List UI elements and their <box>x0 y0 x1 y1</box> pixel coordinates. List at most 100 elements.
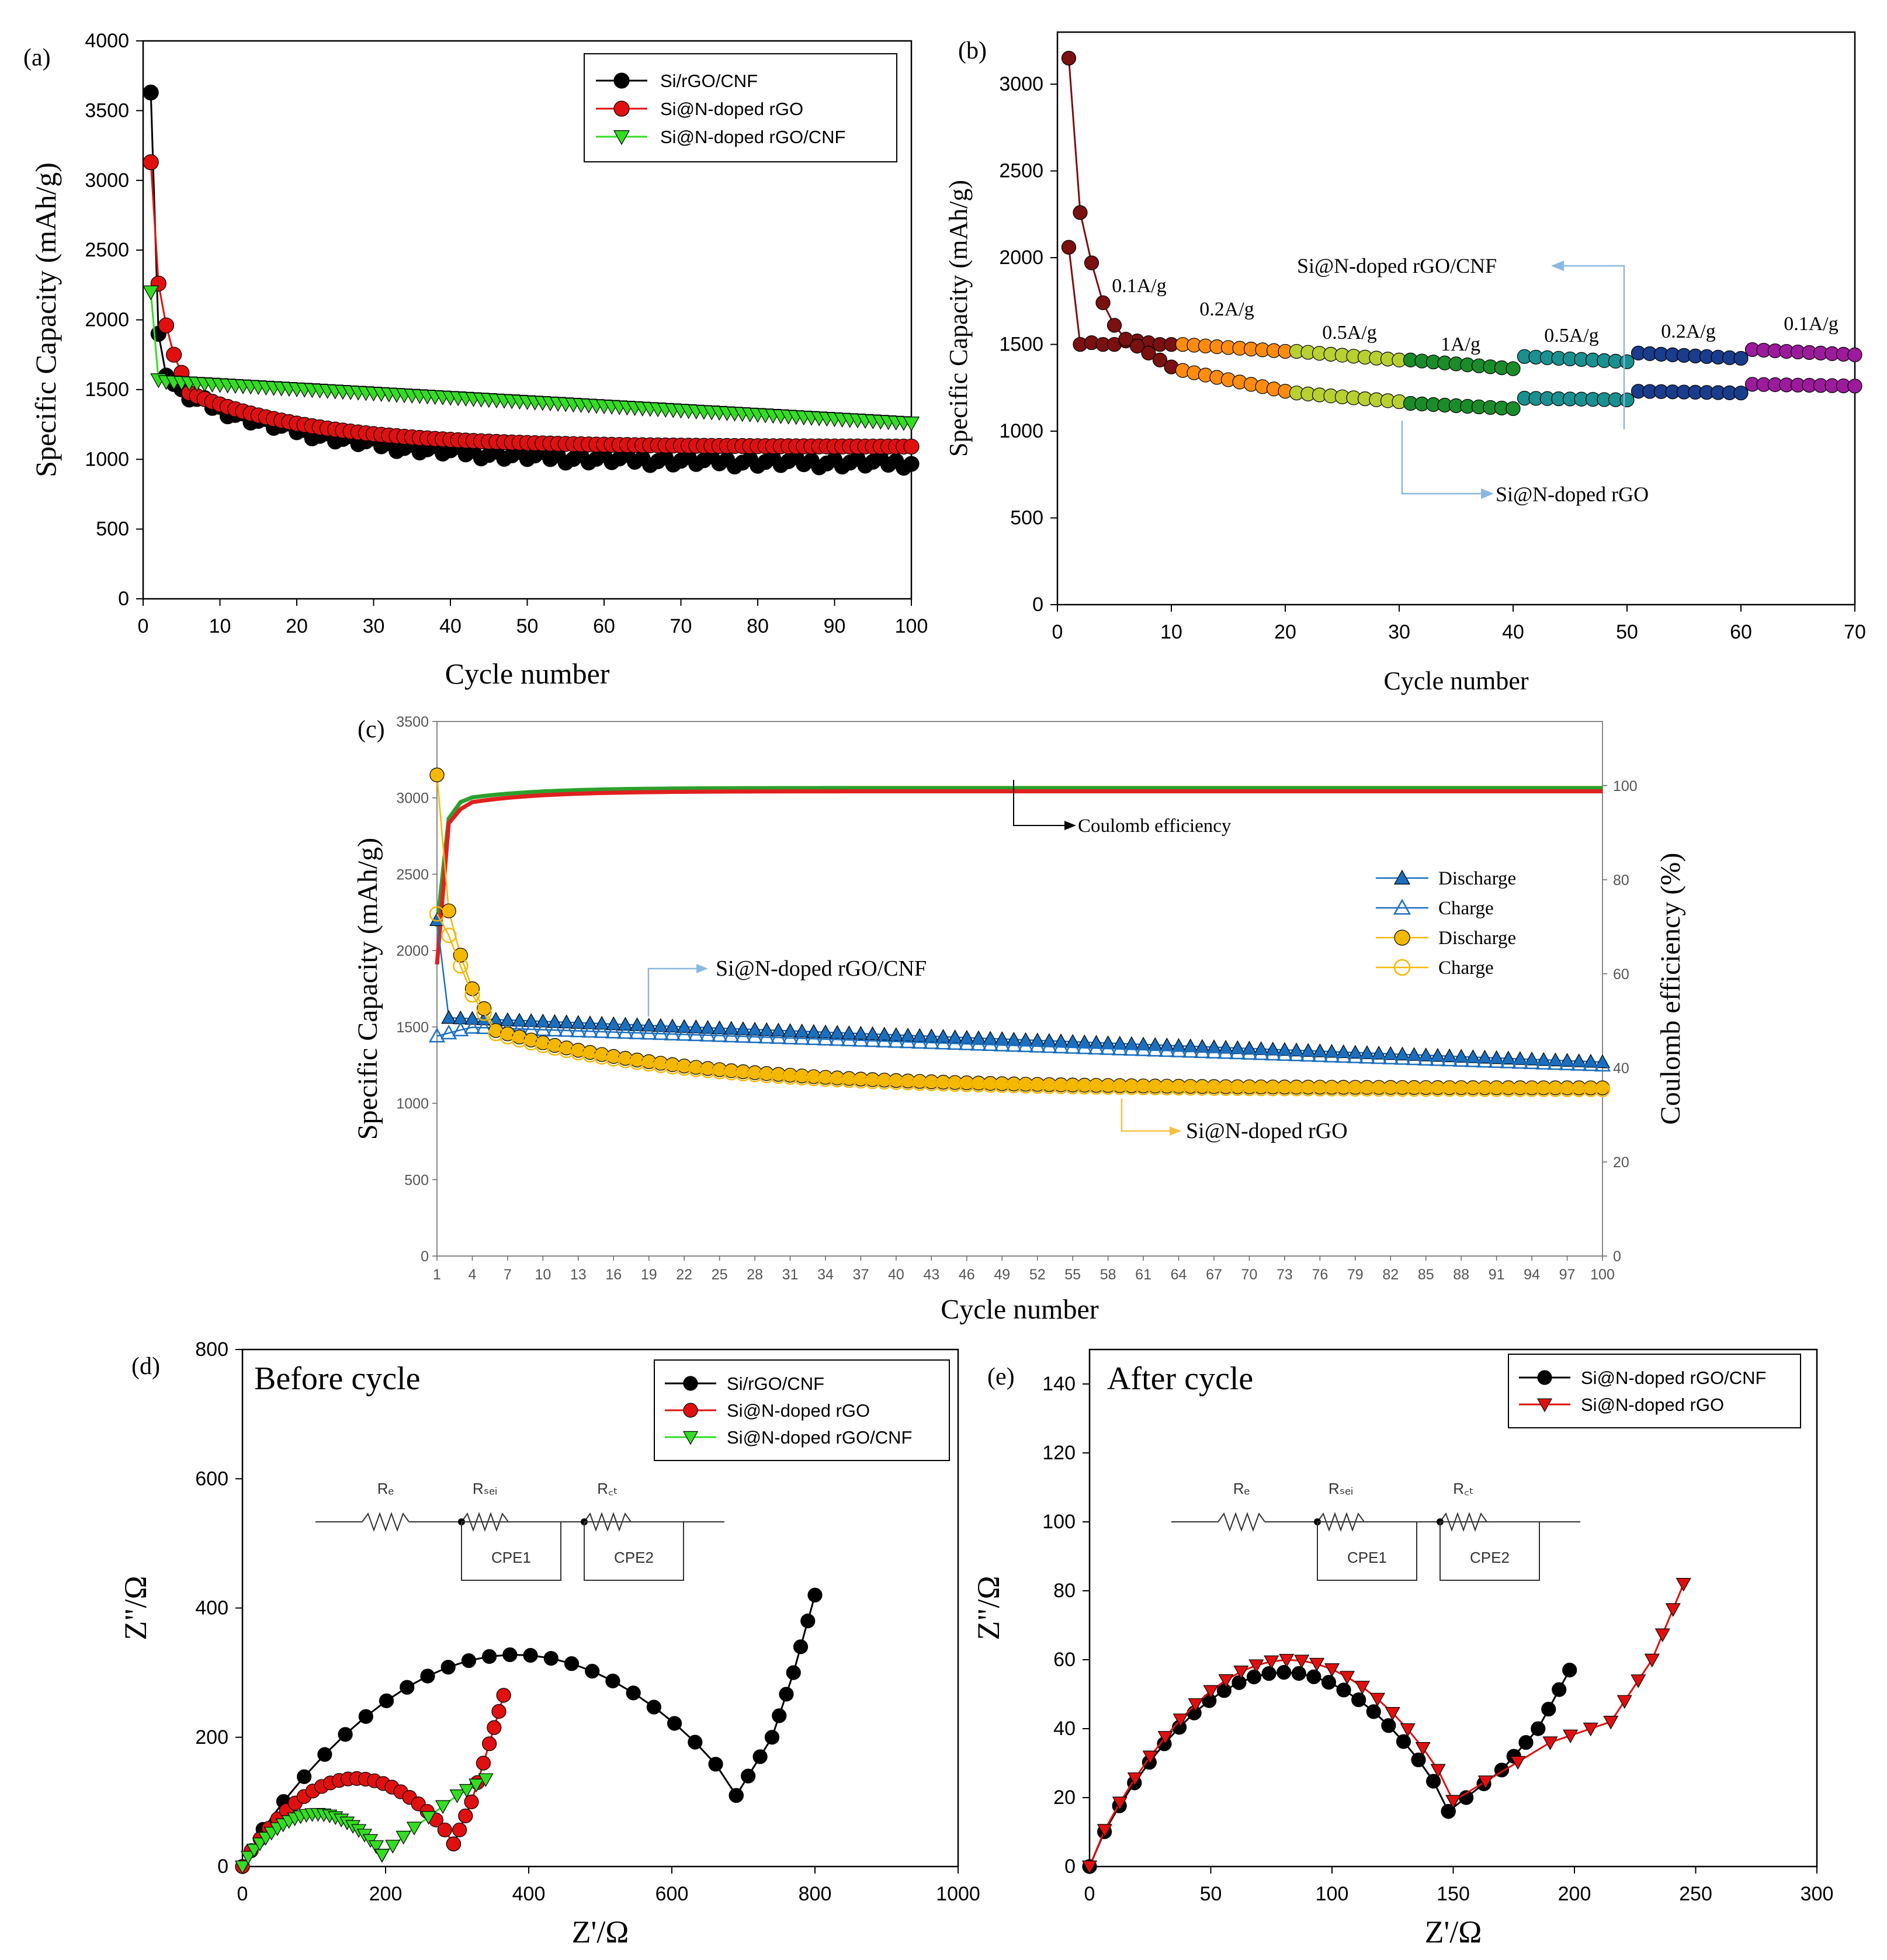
rate-label: 0.5A/g <box>1544 325 1599 346</box>
data-point <box>594 1049 610 1065</box>
data-point <box>1276 1046 1293 1061</box>
data-point <box>449 1789 465 1803</box>
data-point <box>829 1071 845 1088</box>
data-point <box>1118 332 1133 347</box>
data-point <box>500 1012 515 1026</box>
circuit-label: Rₑ <box>377 1480 394 1497</box>
data-point <box>1291 1666 1306 1681</box>
data-point <box>1563 1729 1579 1744</box>
data-point <box>1253 1080 1269 1097</box>
x-tick-label: 79 <box>1347 1267 1364 1283</box>
series-line <box>150 162 912 447</box>
x-tick-label: 400 <box>512 1883 546 1905</box>
data-point <box>1617 1695 1632 1709</box>
data-point <box>605 1673 620 1688</box>
legend: Si@N-doped rGO/CNF Si@N-doped rGO <box>1508 1354 1801 1428</box>
panel-d: 0 200 400 600 800 1000 0 200 400 600 800 (d) Before … <box>118 1338 980 1949</box>
data-point <box>543 1650 559 1666</box>
data-point <box>786 1665 801 1680</box>
resistor-rct <box>584 1512 632 1532</box>
cpe2-box <box>584 1521 684 1581</box>
data-point <box>469 1778 484 1793</box>
data-point <box>1106 318 1122 333</box>
data-point <box>1265 1080 1281 1097</box>
data-point <box>1229 1044 1246 1060</box>
data-point <box>1406 1050 1423 1066</box>
data-point <box>805 1030 822 1045</box>
x-tick-label: 52 <box>1029 1267 1046 1283</box>
annotation-arrow <box>1401 421 1487 495</box>
data-point <box>482 1649 497 1664</box>
data-point <box>629 1054 645 1070</box>
x-tick-label: 55 <box>1064 1267 1081 1283</box>
data-point <box>1218 1674 1234 1688</box>
data-point <box>618 1053 633 1069</box>
data-point <box>374 1848 390 1863</box>
data-point <box>900 1075 916 1091</box>
data-point <box>981 1036 999 1052</box>
data-point <box>582 1015 598 1029</box>
data-point <box>1644 1653 1660 1668</box>
legend-label: Discharge <box>1438 928 1516 949</box>
data-point <box>1394 1050 1411 1065</box>
x-axis-label: Cycle number <box>445 657 610 690</box>
data-point <box>1205 1043 1223 1059</box>
data-point <box>535 1014 551 1028</box>
data-point <box>1400 1723 1416 1737</box>
data-point <box>646 1699 661 1715</box>
data-point <box>1583 1081 1599 1097</box>
data-point <box>758 1028 775 1044</box>
arrowhead <box>1064 821 1076 830</box>
legend-label: Si@N-doped rGO/CNF <box>1581 1368 1766 1388</box>
y-axis-label: Specific Capacity (mAh/g) <box>944 180 973 457</box>
series-line <box>436 920 1603 1063</box>
data-point <box>435 1800 451 1814</box>
data-point <box>234 1860 251 1875</box>
legend-label: Si@N-doped rGO <box>1581 1394 1724 1415</box>
data-point <box>676 1026 693 1041</box>
data-point <box>421 1810 436 1825</box>
data-point <box>464 1011 480 1025</box>
data-point <box>629 1017 645 1031</box>
data-point <box>667 1716 682 1731</box>
data-point <box>1336 1683 1351 1698</box>
data-point <box>1500 1081 1517 1097</box>
data-point <box>143 285 159 300</box>
data-point <box>594 1015 610 1030</box>
x-tick-label: 50 <box>1200 1883 1222 1905</box>
data-point <box>1477 1775 1493 1789</box>
data-point <box>1052 1038 1070 1054</box>
y-tick-label: 200 <box>195 1726 228 1749</box>
data-point <box>723 1064 740 1081</box>
x-tick-label: 60 <box>1730 621 1752 643</box>
data-point <box>1248 1659 1264 1673</box>
x-axis-label: Z'/Ω <box>572 1914 629 1949</box>
data-point <box>841 1072 857 1088</box>
data-point <box>1182 1043 1199 1058</box>
data-point <box>1559 1081 1575 1097</box>
data-point <box>1441 1081 1458 1097</box>
x-tick-label: 58 <box>1100 1267 1116 1283</box>
y-tick-label: 20 <box>1053 1786 1076 1809</box>
data-point <box>1531 1721 1546 1736</box>
data-point <box>1253 1045 1269 1060</box>
x-tick-label: 85 <box>1418 1267 1434 1283</box>
data-point <box>1417 1050 1434 1066</box>
data-point <box>1100 1079 1116 1095</box>
data-point <box>1005 1036 1022 1052</box>
data-point <box>903 417 920 432</box>
data-point <box>1594 1081 1611 1097</box>
series-line <box>436 775 1603 1089</box>
y2-tick-label: 80 <box>1613 872 1629 889</box>
x-tick-label: 73 <box>1276 1267 1293 1283</box>
legend-label: Charge <box>1438 898 1494 919</box>
x-tick-label: 600 <box>655 1883 689 1905</box>
x-tick-label: 10 <box>535 1267 551 1283</box>
data-point <box>865 1073 880 1090</box>
data-point <box>1276 1665 1292 1680</box>
legend-marker <box>1536 1398 1553 1413</box>
x-tick-label: 0 <box>138 615 149 637</box>
y2-tick-label: 20 <box>1613 1154 1629 1171</box>
data-point <box>1465 1052 1482 1067</box>
